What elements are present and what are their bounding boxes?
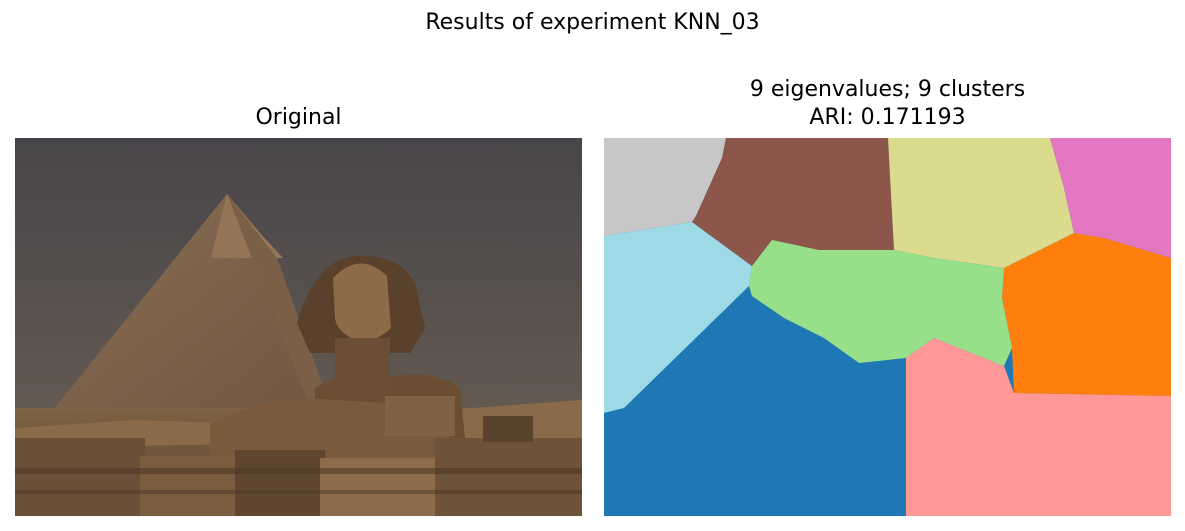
- cluster-khaki: [888, 138, 1074, 268]
- cluster-light-cyan: [604, 222, 752, 413]
- cluster-brown: [692, 138, 894, 266]
- segmentation-title: 9 eigenvalues; 9 clusters ARI: 0.171193: [604, 76, 1171, 132]
- segmentation-title-line2: ARI: 0.171193: [809, 105, 966, 130]
- segmentation-map: [604, 138, 1171, 516]
- cluster-grey: [604, 138, 726, 236]
- cluster-orange: [1002, 233, 1171, 396]
- original-image-title: Original: [255, 105, 342, 130]
- cluster-light-green: [749, 240, 1012, 366]
- segmentation-title-line1: 9 eigenvalues; 9 clusters: [749, 77, 1026, 102]
- cluster-salmon: [906, 338, 1171, 516]
- figure-suptitle: Results of experiment KNN_03: [425, 10, 760, 35]
- original-photo: [15, 138, 582, 516]
- cluster-magenta: [1050, 138, 1171, 258]
